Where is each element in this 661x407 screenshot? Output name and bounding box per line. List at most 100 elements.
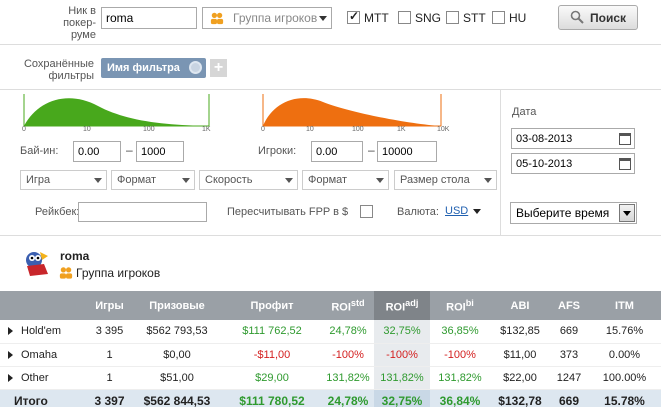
speed-dropdown-label: Скорость	[205, 174, 253, 186]
players-tick-3: 1K	[397, 126, 406, 133]
cell-roistd: 131,82%	[322, 366, 374, 390]
chevron-down-icon	[484, 178, 492, 183]
expand-arrow-icon[interactable]	[8, 327, 13, 336]
search-button[interactable]: Поиск	[558, 5, 638, 30]
nick-input[interactable]: roma	[101, 7, 197, 29]
cell-profit: $111 762,52	[222, 320, 322, 344]
table-header-row: Игры Призовые Профит ROIstd ROIadj ROIbi…	[0, 291, 661, 320]
row-name-cell[interactable]: Omaha	[0, 343, 87, 367]
checkbox-hu[interactable]	[492, 11, 505, 24]
chevron-down-icon	[623, 211, 631, 216]
checkbox-stt[interactable]	[446, 11, 459, 24]
players-tick-1: 10	[306, 126, 314, 133]
col-header-prize[interactable]: Призовые	[132, 291, 222, 320]
checkbox-stt-label: STT	[463, 11, 486, 25]
players-from-input[interactable]: 0.00	[311, 141, 363, 162]
total-label: Итого	[0, 389, 87, 407]
roi-label: ROI	[331, 301, 351, 314]
cell-roistd: -100%	[322, 343, 374, 367]
row-name-cell[interactable]: Other	[0, 366, 87, 390]
format2-dropdown[interactable]: Формат	[302, 170, 389, 190]
col-header-games[interactable]: Игры	[87, 291, 132, 320]
search-icon	[570, 10, 584, 24]
col-header	[0, 291, 87, 320]
player-avatar	[26, 252, 48, 276]
total-prize: $562 844,53	[132, 389, 222, 407]
col-header-roibi[interactable]: ROIbi	[430, 291, 490, 320]
speed-dropdown[interactable]: Скорость	[199, 170, 298, 190]
players-group-icon	[210, 12, 224, 25]
table-size-dropdown[interactable]: Размер стола	[394, 170, 497, 190]
cell-afs: 1247	[550, 366, 588, 390]
cell-itm: 15.76%	[588, 320, 661, 344]
saved-filter-name: Имя фильтра	[107, 62, 180, 74]
time-select[interactable]: Выберите время	[510, 202, 637, 224]
table-row[interactable]: Omaha 1 $0,00 -$11,00 -100% -100% -100% …	[0, 343, 661, 367]
divider	[0, 235, 661, 236]
fpp-checkbox[interactable]	[360, 205, 373, 218]
gear-icon[interactable]	[188, 61, 202, 74]
currency-select[interactable]: USD	[445, 205, 482, 217]
row-name: Hold'em	[21, 325, 62, 338]
buyin-tick-0: 0	[22, 126, 26, 133]
col-header-profit[interactable]: Профит	[222, 291, 322, 320]
chevron-down-icon	[285, 178, 293, 183]
group-select[interactable]: Группа игроков	[202, 7, 332, 29]
buyin-tick-3: 1K	[202, 126, 211, 133]
cell-games: 1	[87, 343, 132, 367]
col-header-roiadj[interactable]: ROIadj	[374, 291, 430, 320]
cell-itm: 100.00%	[588, 366, 661, 390]
players-group-icon	[59, 267, 73, 279]
players-to-input[interactable]: 10000	[377, 141, 437, 162]
table-row[interactable]: Other 1 $51,00 $29,00 131,82% 131,82% 13…	[0, 366, 661, 390]
players-label: Игроки:	[258, 145, 297, 157]
players-distribution-chart[interactable]	[258, 92, 458, 136]
buyin-distribution-chart[interactable]	[18, 92, 218, 136]
time-select-label: Выберите время	[516, 206, 610, 220]
add-filter-button[interactable]: +	[210, 59, 227, 77]
checkbox-sng[interactable]	[398, 11, 411, 24]
buyin-from-input[interactable]: 0.00	[73, 141, 121, 162]
currency-value: USD	[445, 205, 469, 217]
col-header-roistd[interactable]: ROIstd	[322, 291, 374, 320]
checkbox-mtt[interactable]	[347, 9, 360, 24]
date-to-input[interactable]: 05-10-2013	[511, 153, 635, 174]
player-group: Группа игроков	[76, 266, 161, 280]
expand-arrow-icon[interactable]	[8, 373, 13, 382]
cell-prize: $0,00	[132, 343, 222, 367]
total-profit: $111 780,52	[222, 389, 322, 407]
table-total-row: Итого 3 397 $562 844,53 $111 780,52 24,7…	[0, 389, 661, 407]
roi-label: ROI	[446, 301, 466, 314]
calendar-icon[interactable]	[619, 158, 631, 170]
total-roistd: 24,78%	[322, 389, 374, 407]
divider	[0, 44, 661, 45]
buyin-label: Бай-ин:	[20, 145, 59, 157]
date-from-input[interactable]: 03-08-2013	[511, 128, 635, 149]
dropdown-button[interactable]	[619, 204, 635, 222]
expand-arrow-icon[interactable]	[8, 350, 13, 359]
format-dropdown[interactable]: Формат	[111, 170, 195, 190]
buyin-to-input[interactable]: 1000	[136, 141, 184, 162]
game-dropdown[interactable]: Игра	[20, 170, 107, 190]
col-header-abi[interactable]: ABI	[490, 291, 550, 320]
cell-afs: 669	[550, 320, 588, 344]
total-roibi: 36,84%	[430, 389, 490, 407]
divider	[500, 89, 501, 235]
checkbox-sng-label: SNG	[415, 11, 442, 25]
divider	[0, 89, 661, 90]
buyin-tick-2: 100	[143, 126, 155, 133]
cell-games: 1	[87, 366, 132, 390]
players-tick-0: 0	[261, 126, 265, 133]
calendar-icon[interactable]	[619, 133, 631, 145]
col-header-afs[interactable]: AFS	[550, 291, 588, 320]
rakeback-input[interactable]	[78, 202, 207, 222]
cell-abi: $132,85	[490, 320, 550, 344]
saved-filter-tag[interactable]: Имя фильтра	[101, 58, 206, 78]
cell-afs: 373	[550, 343, 588, 367]
col-header-itm[interactable]: ITM	[588, 291, 661, 320]
table-row[interactable]: Hold'em 3 395 $562 793,53 $111 762,52 24…	[0, 320, 661, 344]
cell-profit: -$11,00	[222, 343, 322, 367]
cell-abi: $11,00	[490, 343, 550, 367]
roi-sup: bi	[465, 297, 474, 308]
row-name-cell[interactable]: Hold'em	[0, 320, 87, 344]
